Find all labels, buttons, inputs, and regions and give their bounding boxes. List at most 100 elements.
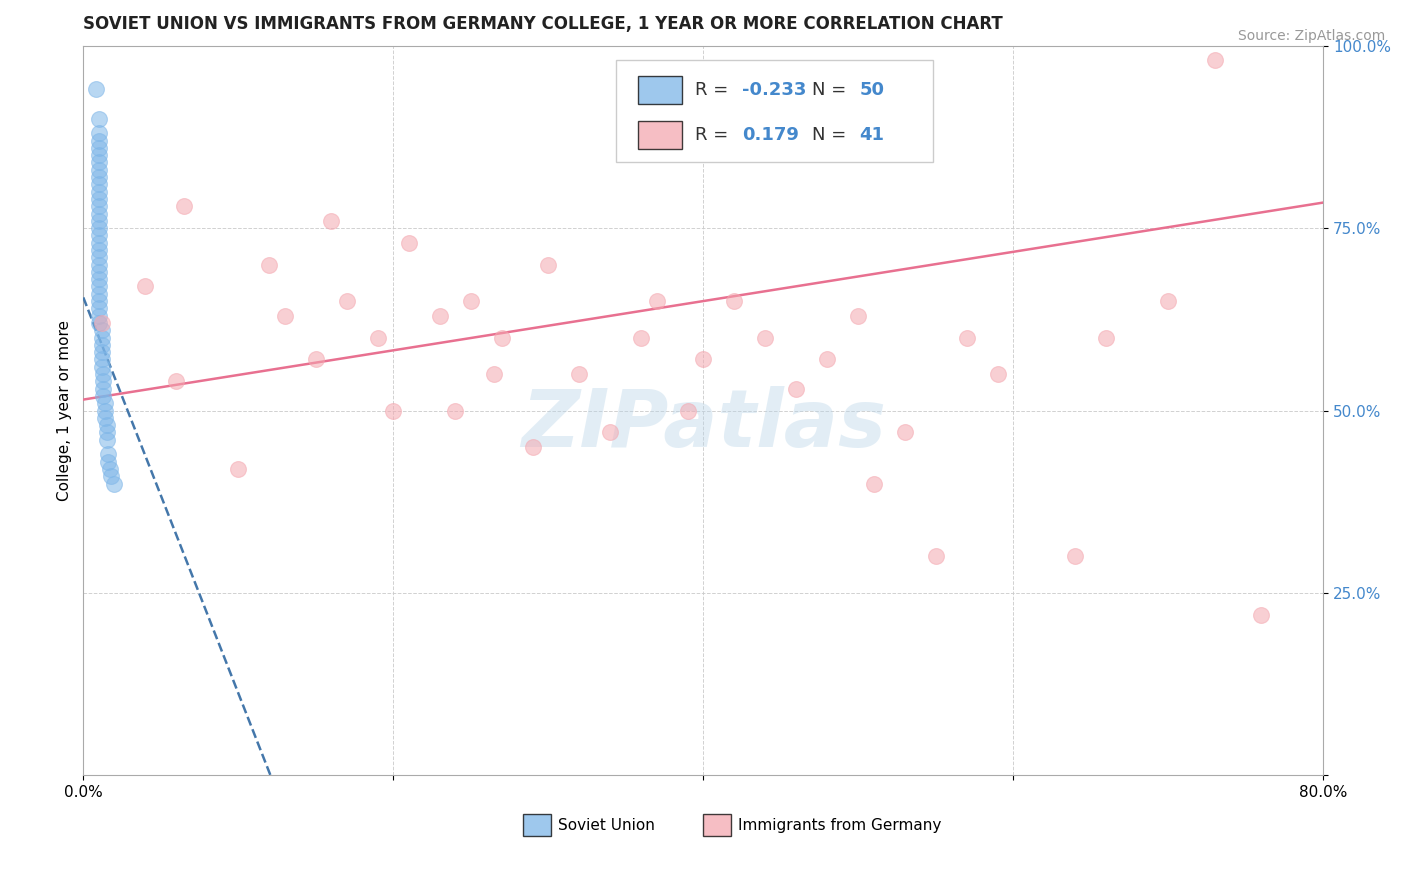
Point [1064, 549, 1087, 564]
Point [87, 235, 110, 250]
Point [93, 367, 115, 381]
Point [90, 338, 112, 352]
Point [987, 367, 1010, 381]
Point [87, 243, 110, 257]
Point [599, 425, 621, 440]
Point [87, 112, 110, 126]
Point [815, 352, 838, 367]
Point [568, 367, 591, 381]
Point [956, 330, 979, 344]
FancyBboxPatch shape [637, 76, 682, 103]
Point [1157, 294, 1180, 309]
Text: Source: ZipAtlas.com: Source: ZipAtlas.com [1237, 29, 1385, 43]
Point [87, 316, 110, 330]
Point [862, 476, 884, 491]
Point [87, 126, 110, 140]
Point [87, 155, 110, 169]
Text: R =: R = [695, 126, 734, 145]
Point [93, 375, 115, 389]
Text: -0.233: -0.233 [742, 81, 806, 99]
Point [537, 258, 560, 272]
Text: 0.179: 0.179 [742, 126, 799, 145]
Point [98, 462, 121, 476]
Point [226, 462, 249, 476]
Text: Immigrants from Germany: Immigrants from Germany [738, 817, 942, 832]
Point [96, 433, 118, 447]
Point [482, 367, 505, 381]
Point [96, 425, 118, 440]
Point [87, 199, 110, 213]
Point [1250, 607, 1272, 622]
Point [87, 141, 110, 155]
Point [94, 396, 117, 410]
Text: R =: R = [695, 81, 734, 99]
FancyBboxPatch shape [703, 814, 731, 836]
Text: N =: N = [813, 81, 852, 99]
Point [103, 476, 125, 491]
Y-axis label: College, 1 year or more: College, 1 year or more [58, 320, 72, 501]
Point [90, 352, 112, 367]
Point [87, 134, 110, 148]
Point [97, 447, 120, 461]
Text: Soviet Union: Soviet Union [558, 817, 655, 832]
Point [87, 265, 110, 279]
Point [87, 148, 110, 162]
Point [90, 359, 112, 374]
FancyBboxPatch shape [523, 814, 551, 836]
Point [754, 330, 776, 344]
Point [94, 403, 117, 417]
Point [93, 389, 115, 403]
Point [336, 294, 359, 309]
Point [382, 403, 405, 417]
Point [165, 375, 187, 389]
Point [491, 330, 513, 344]
Point [87, 185, 110, 199]
Point [97, 455, 120, 469]
Point [87, 286, 110, 301]
Point [87, 294, 110, 309]
Point [274, 309, 297, 323]
Point [90, 316, 112, 330]
Point [173, 199, 195, 213]
Point [398, 235, 420, 250]
Point [94, 410, 117, 425]
Point [87, 279, 110, 293]
FancyBboxPatch shape [616, 61, 932, 162]
Text: N =: N = [813, 126, 852, 145]
Point [645, 294, 668, 309]
Point [100, 469, 122, 483]
Point [846, 309, 869, 323]
Text: 41: 41 [859, 126, 884, 145]
Point [305, 352, 328, 367]
Text: SOVIET UNION VS IMMIGRANTS FROM GERMANY COLLEGE, 1 YEAR OR MORE CORRELATION CHAR: SOVIET UNION VS IMMIGRANTS FROM GERMANY … [83, 15, 1002, 33]
Point [90, 330, 112, 344]
Point [87, 250, 110, 264]
Point [87, 214, 110, 228]
Point [93, 382, 115, 396]
Point [429, 309, 451, 323]
Point [87, 301, 110, 316]
Point [785, 382, 807, 396]
Point [522, 440, 544, 454]
Point [87, 272, 110, 286]
Point [84, 82, 107, 96]
Point [87, 192, 110, 206]
Point [1095, 330, 1118, 344]
Point [460, 294, 482, 309]
Point [87, 162, 110, 177]
Point [134, 279, 156, 293]
Point [630, 330, 652, 344]
Point [321, 214, 343, 228]
Point [676, 403, 699, 417]
Point [90, 323, 112, 337]
Point [692, 352, 714, 367]
Point [87, 206, 110, 220]
Point [87, 169, 110, 184]
Point [87, 228, 110, 243]
Point [723, 294, 745, 309]
Point [87, 309, 110, 323]
Text: 50: 50 [859, 81, 884, 99]
Point [367, 330, 389, 344]
Text: ZIPatlas: ZIPatlas [520, 386, 886, 464]
Point [87, 178, 110, 192]
